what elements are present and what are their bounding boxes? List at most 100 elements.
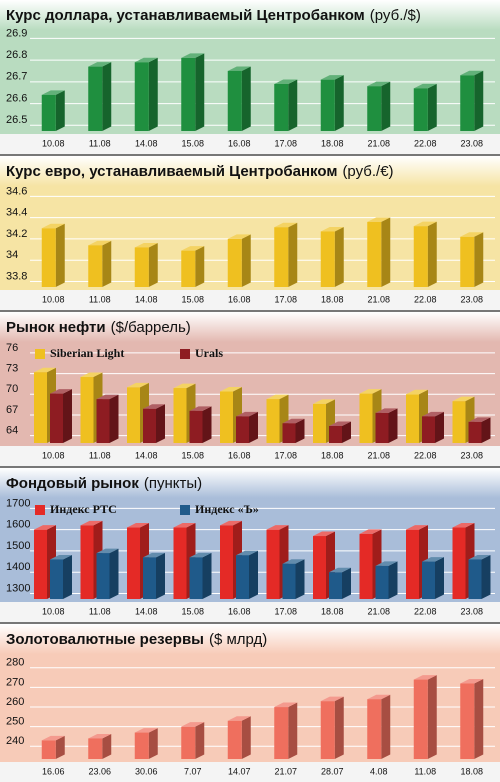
- bar-front: [236, 555, 249, 599]
- legend-label: Индекс «Ъ»: [195, 502, 259, 516]
- bar-front: [220, 525, 233, 599]
- bar: [320, 226, 344, 287]
- bar-top: [413, 221, 437, 227]
- bar: [282, 559, 305, 599]
- bar-side: [156, 404, 165, 443]
- bar: [282, 418, 305, 443]
- bar-side: [241, 234, 251, 287]
- bar-top: [143, 404, 165, 409]
- bar-front: [468, 421, 482, 443]
- y-tick-label: 270: [6, 676, 24, 688]
- x-tick-label: 11.08: [414, 766, 436, 776]
- x-tick-label: 16.06: [42, 766, 65, 776]
- bar-side: [148, 57, 158, 132]
- bar-top: [359, 529, 382, 534]
- x-tick-label: 22.08: [414, 450, 437, 460]
- bar-top: [181, 246, 205, 251]
- bar-top: [181, 722, 205, 727]
- y-tick-label: 64: [6, 425, 18, 437]
- bar-side: [481, 554, 491, 599]
- bar: [422, 557, 444, 599]
- y-tick-label: 73: [6, 362, 18, 374]
- bar: [143, 552, 165, 599]
- bar-side: [55, 223, 65, 287]
- x-tick-label: 18.08: [321, 606, 344, 616]
- bar: [41, 90, 65, 131]
- bar-top: [406, 389, 428, 395]
- bar-top: [313, 531, 335, 537]
- bar-side: [342, 567, 351, 599]
- bar: [460, 70, 484, 131]
- bar-top: [320, 75, 344, 80]
- bar-front: [50, 393, 63, 443]
- x-tick-label: 15.08: [181, 294, 204, 304]
- bar: [320, 696, 344, 759]
- bar-top: [189, 406, 212, 411]
- chart-panel: Рынок нефти ($/баррель) 64 67 70 73 76 10.08 11.…: [0, 312, 500, 466]
- bar: [329, 421, 351, 443]
- bar-top: [359, 389, 382, 394]
- bar: [367, 81, 391, 131]
- x-tick-label: 17.08: [274, 294, 297, 304]
- legend-swatch: [180, 505, 190, 515]
- bar-front: [236, 416, 249, 443]
- bar-side: [474, 70, 484, 131]
- bar-side: [288, 702, 298, 759]
- x-tick-label: 18.08: [321, 294, 344, 304]
- bar-front: [181, 726, 196, 759]
- bar-front: [375, 565, 389, 599]
- title-bar: [0, 312, 500, 342]
- bar-top: [413, 83, 437, 89]
- bar-side: [102, 240, 112, 287]
- bar-top: [41, 223, 65, 229]
- bar: [227, 66, 251, 131]
- x-tick-label: 18.08: [321, 138, 344, 148]
- bar-top: [468, 554, 491, 560]
- bar-front: [359, 393, 373, 443]
- bar-top: [274, 702, 298, 708]
- bar-top: [181, 53, 205, 58]
- bar: [143, 404, 165, 443]
- bar-top: [96, 394, 119, 400]
- x-tick-label: 17.08: [274, 450, 297, 460]
- bar: [468, 417, 491, 443]
- x-tick-label: 16.08: [228, 450, 251, 460]
- x-tick-label: 10.08: [42, 450, 65, 460]
- bar-top: [413, 675, 437, 680]
- category-strip: [0, 134, 500, 154]
- title-bar: [0, 0, 500, 30]
- y-tick-label: 250: [6, 716, 24, 728]
- bar-front: [274, 707, 289, 759]
- bar-top: [460, 70, 484, 76]
- bar-front: [181, 250, 196, 287]
- bar-top: [320, 226, 344, 232]
- bar-front: [320, 701, 335, 759]
- bar: [50, 554, 72, 599]
- bar-front: [359, 533, 373, 599]
- bar-front: [80, 525, 94, 599]
- title-unit: (руб./€): [342, 163, 393, 180]
- bar: [181, 246, 205, 287]
- bar-front: [88, 738, 103, 759]
- x-tick-label: 14.07: [228, 766, 251, 776]
- bar: [236, 550, 258, 599]
- bar: [413, 675, 437, 759]
- bar-top: [134, 728, 158, 733]
- bar-side: [381, 217, 391, 287]
- bar-side: [195, 722, 205, 759]
- bar: [468, 554, 491, 599]
- bar-side: [334, 226, 344, 287]
- x-tick-label: 23.08: [460, 138, 483, 148]
- bar-top: [189, 552, 212, 558]
- bar-front: [468, 559, 482, 599]
- bar: [422, 411, 444, 443]
- y-tick-label: 1700: [6, 497, 30, 509]
- bar-side: [427, 83, 437, 131]
- bar-front: [320, 79, 335, 131]
- bar: [313, 399, 335, 443]
- bar-side: [481, 417, 491, 443]
- bar-side: [474, 232, 484, 287]
- bar-side: [202, 552, 212, 599]
- y-tick-label: 1600: [6, 519, 30, 531]
- legend-swatch: [35, 505, 45, 515]
